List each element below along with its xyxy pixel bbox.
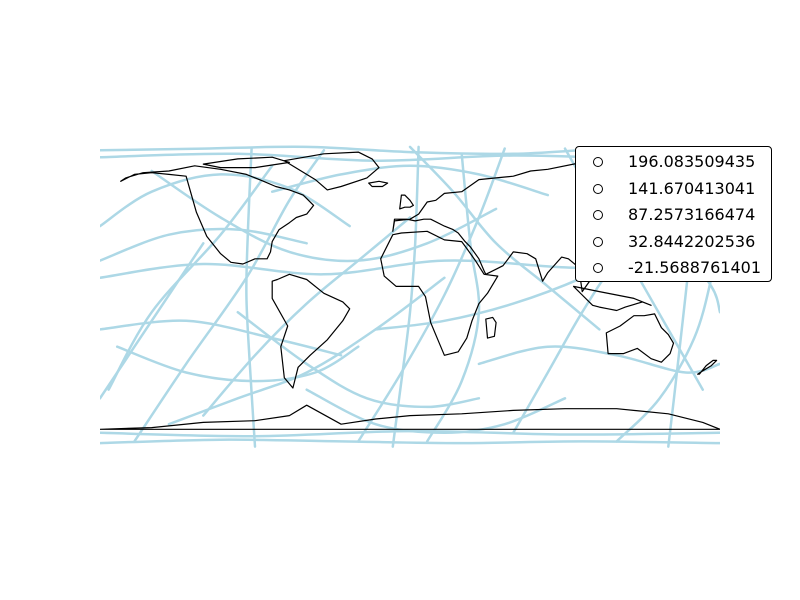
- legend-label: -21.5688761401: [628, 258, 762, 277]
- storm-track: [100, 173, 351, 228]
- storm-track: [477, 345, 720, 374]
- coastline-iceland: [368, 180, 389, 188]
- coastline-new-zealand: [697, 359, 718, 375]
- storm-track: [245, 147, 257, 448]
- legend-label: 196.083509435: [628, 152, 756, 171]
- legend-entry: 32.8442202536: [576, 229, 771, 256]
- legend-entry: 196.083509435: [576, 149, 771, 176]
- coastline-greenland: [283, 151, 380, 191]
- storm-track: [100, 242, 205, 400]
- coastline-great-britain: [399, 194, 414, 210]
- storm-track: [150, 169, 498, 263]
- circle-marker-icon: [593, 236, 603, 247]
- coastline-north-america: [120, 165, 315, 265]
- legend-entry: -21.5688761401: [576, 255, 771, 282]
- storm-track: [133, 149, 326, 443]
- storm-track: [115, 345, 360, 383]
- circle-marker-icon: [593, 210, 603, 220]
- coastline-africa: [380, 230, 499, 356]
- coastline-madagascar: [485, 316, 497, 339]
- storm-track: [305, 388, 567, 435]
- legend-label: 32.8442202536: [628, 231, 756, 251]
- legend-label: 141.670413041: [628, 178, 756, 198]
- coastline-south-america: [271, 273, 351, 389]
- storm-track: [100, 319, 343, 357]
- storm-track: [202, 216, 412, 417]
- coastline-arctic-islands: [202, 156, 290, 169]
- storm-track: [357, 147, 506, 443]
- legend-label: 87.2573166474: [628, 205, 756, 224]
- storm-track: [167, 276, 446, 426]
- coastline-indonesia: [573, 285, 652, 312]
- coastline-australia: [605, 313, 675, 363]
- legend: 196.083509435 141.670413041 87.257316647…: [575, 146, 772, 282]
- storm-track: [425, 152, 481, 443]
- legend-entry: 141.670413041: [576, 176, 771, 203]
- legend-entry: 87.2573166474: [576, 202, 771, 229]
- circle-marker-icon: [593, 183, 603, 194]
- storm-track: [391, 145, 420, 448]
- storm-track: [236, 310, 481, 409]
- storm-track: [408, 145, 601, 331]
- circle-marker-icon: [593, 157, 603, 167]
- storm-track: [270, 164, 550, 197]
- circle-marker-icon: [593, 263, 603, 273]
- coastline-antarctica: [100, 404, 720, 430]
- storm-track: [100, 438, 720, 445]
